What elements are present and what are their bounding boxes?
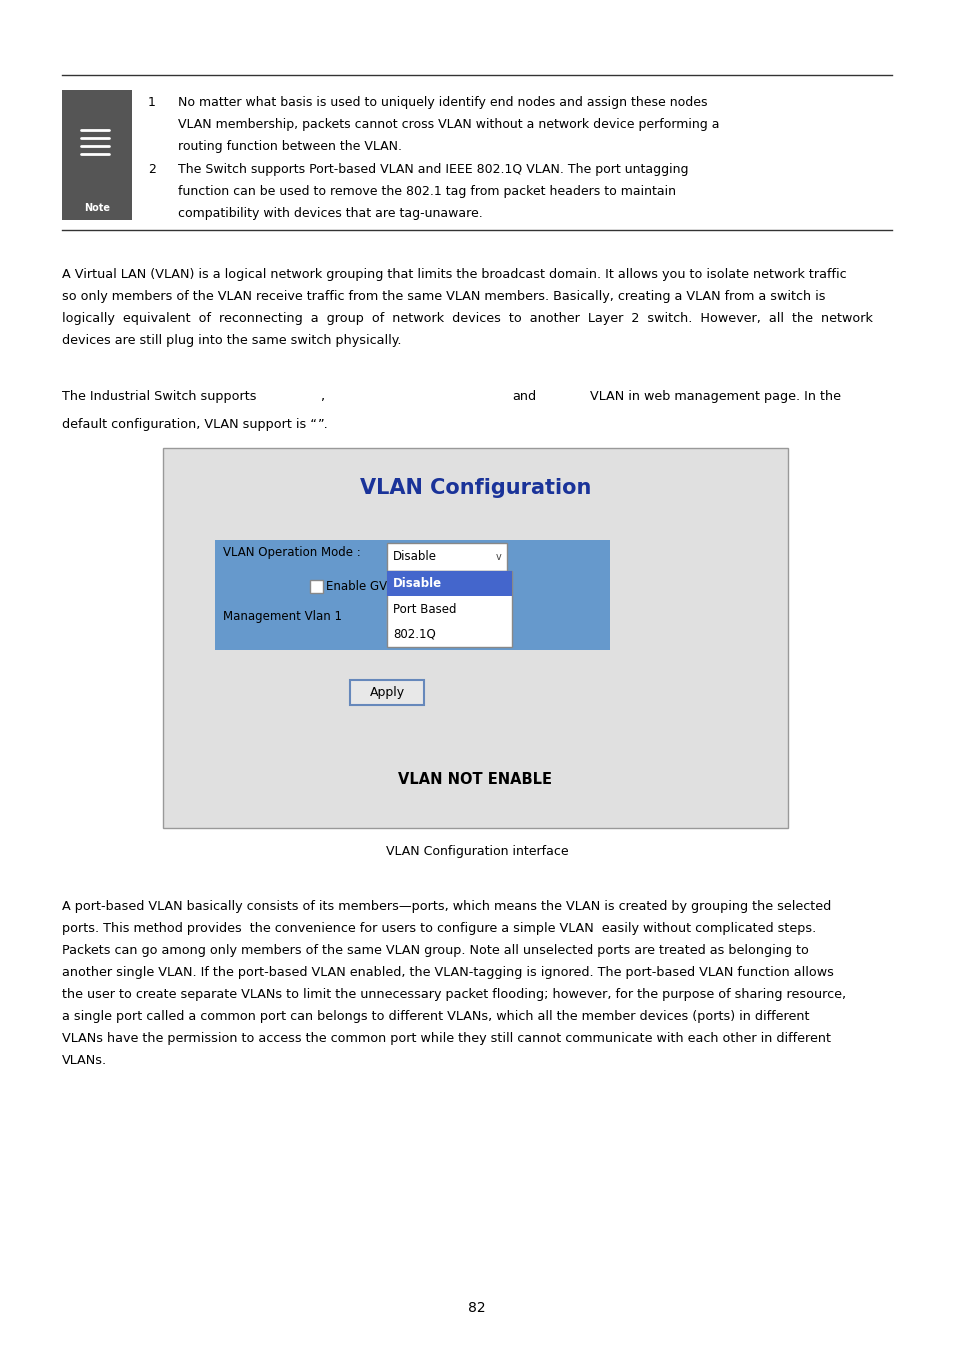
- Text: default configuration, VLAN support is “: default configuration, VLAN support is “: [62, 418, 316, 431]
- Text: VLAN NOT ENABLE: VLAN NOT ENABLE: [398, 772, 552, 787]
- Text: v: v: [496, 552, 501, 562]
- Text: Disable: Disable: [393, 551, 436, 563]
- Text: 1: 1: [148, 96, 155, 109]
- Text: ”.: ”.: [317, 418, 329, 431]
- Text: ,: ,: [319, 390, 324, 404]
- Text: Note: Note: [84, 202, 110, 213]
- Text: Disable: Disable: [393, 576, 441, 590]
- Bar: [387, 543, 506, 571]
- Text: 2: 2: [148, 163, 155, 176]
- Text: VLAN Configuration interface: VLAN Configuration interface: [385, 845, 568, 859]
- Text: VLAN in web management page. In the: VLAN in web management page. In the: [589, 390, 841, 404]
- Text: A port-based VLAN basically consists of its members—ports, which means the VLAN : A port-based VLAN basically consists of …: [62, 900, 845, 1066]
- Text: VLAN Configuration: VLAN Configuration: [359, 478, 591, 498]
- Text: Enable GVRP: Enable GVRP: [326, 579, 402, 593]
- Text: Management Vlan 1: Management Vlan 1: [223, 610, 341, 622]
- Text: 82: 82: [468, 1301, 485, 1315]
- Text: Port Based: Port Based: [393, 603, 456, 616]
- Bar: [387, 571, 512, 595]
- Bar: [214, 540, 609, 649]
- Text: and: and: [512, 390, 536, 404]
- Bar: [350, 680, 423, 705]
- Text: Apply: Apply: [369, 686, 404, 699]
- Text: No matter what basis is used to uniquely identify end nodes and assign these nod: No matter what basis is used to uniquely…: [178, 96, 719, 153]
- Bar: [387, 571, 512, 647]
- Bar: [310, 580, 323, 593]
- Text: 802.1Q: 802.1Q: [393, 628, 436, 640]
- Text: The Switch supports Port-based VLAN and IEEE 802.1Q VLAN. The port untagging
fun: The Switch supports Port-based VLAN and …: [178, 163, 688, 220]
- Bar: [62, 90, 132, 220]
- Text: The Industrial Switch supports: The Industrial Switch supports: [62, 390, 256, 404]
- Text: VLAN Operation Mode :: VLAN Operation Mode :: [223, 545, 360, 559]
- Text: A Virtual LAN (VLAN) is a logical network grouping that limits the broadcast dom: A Virtual LAN (VLAN) is a logical networ…: [62, 269, 872, 347]
- Bar: [387, 610, 461, 630]
- Bar: [163, 448, 787, 828]
